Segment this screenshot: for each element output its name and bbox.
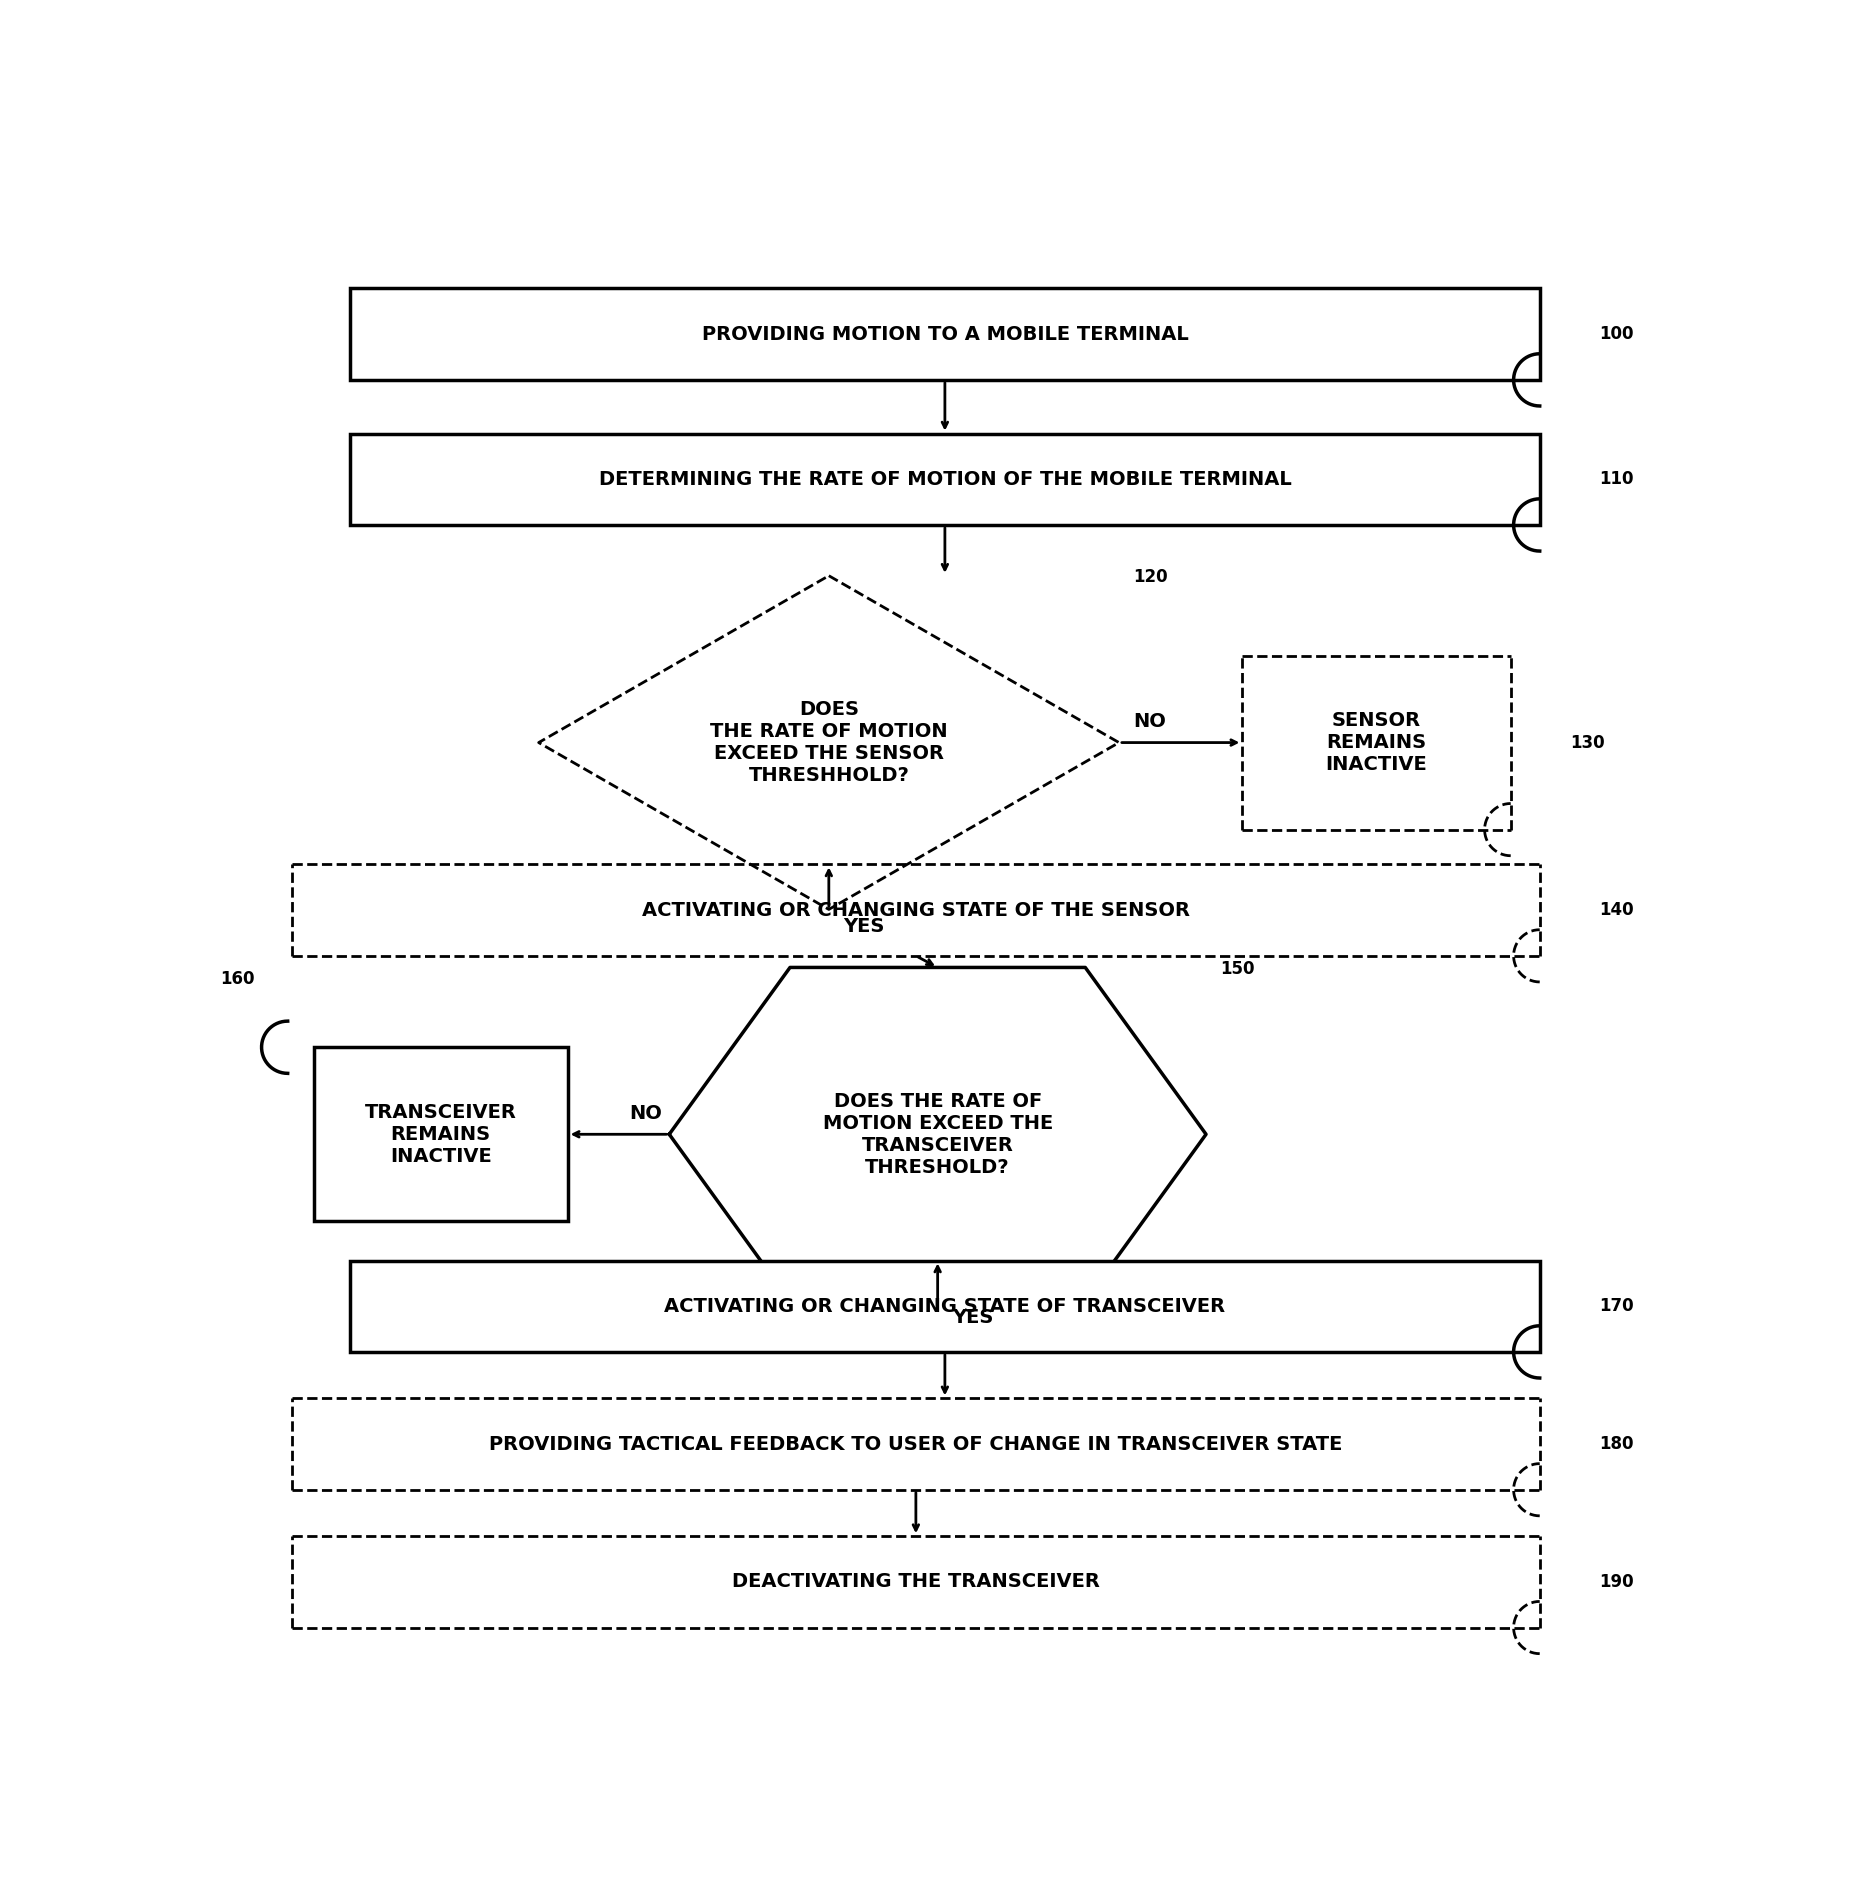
Text: 110: 110 [1599,470,1634,489]
Text: 170: 170 [1599,1296,1634,1315]
Text: PROVIDING MOTION TO A MOBILE TERMINAL: PROVIDING MOTION TO A MOBILE TERMINAL [702,325,1189,343]
Text: NO: NO [1134,711,1166,730]
Text: 130: 130 [1571,734,1604,751]
Text: ACTIVATING OR CHANGING STATE OF TRANSCEIVER: ACTIVATING OR CHANGING STATE OF TRANSCEI… [665,1296,1226,1315]
Text: YES: YES [953,1308,994,1327]
Text: DOES
THE RATE OF MOTION
EXCEED THE SENSOR
THRESHHOLD?: DOES THE RATE OF MOTION EXCEED THE SENSO… [709,700,947,785]
Text: DEACTIVATING THE TRANSCEIVER: DEACTIVATING THE TRANSCEIVER [732,1572,1101,1591]
Text: ACTIVATING OR CHANGING STATE OF THE SENSOR: ACTIVATING OR CHANGING STATE OF THE SENS… [642,900,1191,919]
Text: SENSOR
REMAINS
INACTIVE: SENSOR REMAINS INACTIVE [1325,711,1426,774]
Text: 150: 150 [1221,960,1254,977]
Text: 120: 120 [1134,568,1168,587]
FancyBboxPatch shape [350,434,1539,525]
Text: PROVIDING TACTICAL FEEDBACK TO USER OF CHANGE IN TRANSCEIVER STATE: PROVIDING TACTICAL FEEDBACK TO USER OF C… [489,1434,1342,1453]
Text: DOES THE RATE OF
MOTION EXCEED THE
TRANSCEIVER
THRESHOLD?: DOES THE RATE OF MOTION EXCEED THE TRANS… [822,1093,1052,1177]
FancyBboxPatch shape [314,1047,567,1221]
Text: 160: 160 [219,970,255,987]
FancyBboxPatch shape [350,1261,1539,1351]
Text: 190: 190 [1599,1574,1634,1591]
FancyBboxPatch shape [350,289,1539,379]
Text: 140: 140 [1599,902,1634,919]
Text: 180: 180 [1599,1434,1634,1453]
Text: NO: NO [629,1104,663,1123]
Text: TRANSCEIVER
REMAINS
INACTIVE: TRANSCEIVER REMAINS INACTIVE [365,1102,517,1166]
Text: DETERMINING THE RATE OF MOTION OF THE MOBILE TERMINAL: DETERMINING THE RATE OF MOTION OF THE MO… [599,470,1292,489]
Text: 100: 100 [1599,325,1634,343]
Text: YES: YES [844,917,885,936]
